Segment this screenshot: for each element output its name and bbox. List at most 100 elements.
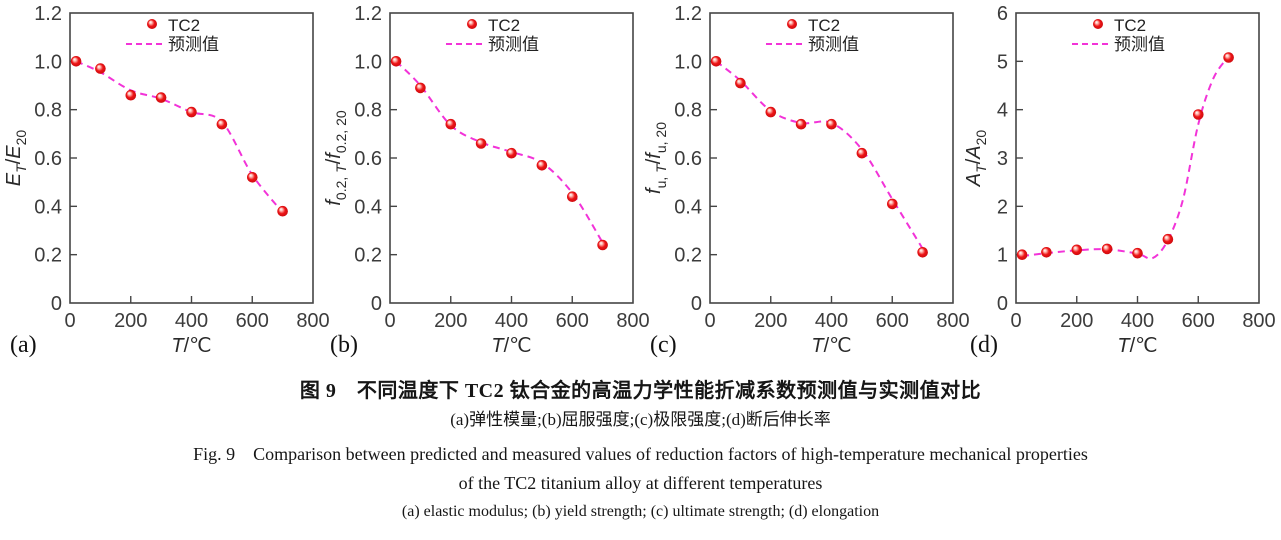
y-tick-labels: 0 0.2 0.4 0.6 0.8 1.0 1.2 [674,3,702,315]
svg-text:0.2: 0.2 [674,245,702,267]
x-tick-labels: 0 200 400 600 800 [1010,310,1275,332]
x-tick-labels: 0 200 400 600 800 [704,310,969,332]
svg-text:0: 0 [997,293,1008,315]
measured-points [710,56,928,258]
data-point [765,106,777,118]
figure-caption: 图 9 不同温度下 TC2 钛合金的高温力学性能折减系数预测值与实测值对比 (a… [0,378,1281,524]
data-point [597,239,608,251]
data-point [1016,249,1028,260]
data-point [155,92,167,103]
svg-text:0: 0 [704,310,715,332]
data-point [475,138,487,149]
svg-text:200: 200 [754,310,787,332]
measured-points [1016,52,1234,260]
svg-text:0: 0 [371,293,382,315]
x-axis-ticks [1076,296,1199,303]
svg-text:600: 600 [876,310,909,332]
data-point [826,118,837,130]
y-tick-labels: 0 1 2 3 4 5 6 [997,3,1008,315]
svg-text:1.2: 1.2 [34,3,62,25]
predicted-line [75,60,284,214]
svg-text:800: 800 [616,310,649,332]
panel-label: (c) [650,332,677,358]
y-tick-labels: 0 0.2 0.4 0.6 0.8 1.0 1.2 [354,3,382,315]
y-axis-label: AT/A20 [963,130,989,188]
svg-text:400: 400 [1121,310,1154,332]
svg-text:0.8: 0.8 [34,100,62,122]
legend-label-measured: TC2 [488,16,520,35]
y-tick-labels: 0 0.2 0.4 0.6 0.8 1.0 1.2 [34,3,62,315]
legend-dot-icon [1093,19,1103,29]
data-point [1193,109,1204,120]
svg-text:0: 0 [384,310,395,332]
svg-text:3: 3 [997,148,1008,170]
svg-text:800: 800 [936,310,969,332]
legend-dot-icon [467,19,477,29]
data-point [1071,244,1083,256]
data-point [70,56,82,67]
y-axis-label: fu, T/fu, 20 [643,122,669,194]
caption-cn-title: 图 9 不同温度下 TC2 钛合金的高温力学性能折减系数预测值与实测值对比 [299,380,982,402]
svg-text:1.2: 1.2 [674,3,702,25]
caption-en-line2: of the TC2 titanium alloy at different t… [458,473,823,493]
svg-text:600: 600 [236,310,269,332]
x-axis-label: T/℃ [171,335,211,357]
predicted-line [1021,55,1230,260]
data-point [735,77,746,89]
legend-label-predicted: 预测值 [168,35,219,54]
predicted-line [395,60,604,244]
svg-text:0.6: 0.6 [354,148,382,170]
data-point [1041,247,1052,258]
legend-label-measured: TC2 [168,16,200,35]
legend-dot-icon [787,19,797,29]
data-point [390,56,402,67]
legend-label-measured: TC2 [1114,16,1146,35]
chart-panel-b: 0 200 400 600 800 0 0.2 0.4 0.6 0.8 1.0 1.2 TC2 预测值 T/… [320,0,650,362]
x-axis-label: T/℃ [1117,335,1157,357]
legend-label-predicted: 预测值 [808,35,859,54]
data-point [795,118,807,130]
svg-text:600: 600 [556,310,589,332]
y-axis-ticks [710,60,717,256]
data-point [125,89,137,101]
svg-text:5: 5 [997,51,1008,73]
data-point [445,118,457,130]
x-axis-label: T/℃ [491,335,531,357]
y-axis-label: f0.2, T/f0.2, 20 [323,110,349,206]
x-axis-ticks [770,296,893,303]
data-point [506,147,517,159]
data-point [216,118,228,130]
caption-en-subtitle: (a) elastic modulus; (b) yield strength;… [401,503,880,520]
svg-text:200: 200 [1060,310,1093,332]
data-point [710,56,722,67]
legend-label-measured: TC2 [808,16,840,35]
x-tick-labels: 0 200 400 600 800 [64,310,329,332]
x-tick-labels: 0 200 400 600 800 [384,310,649,332]
svg-text:0.6: 0.6 [34,148,62,170]
svg-text:0.2: 0.2 [34,245,62,267]
svg-text:200: 200 [114,310,147,332]
svg-text:6: 6 [997,3,1008,25]
x-axis-ticks [450,296,573,303]
data-point [917,247,928,258]
legend-label-predicted: 预测值 [488,35,539,54]
measured-points [390,56,608,251]
measured-points [70,56,288,217]
svg-text:400: 400 [175,310,208,332]
data-point [415,82,426,94]
svg-text:0.4: 0.4 [34,196,62,218]
plot-frame [1015,12,1260,304]
svg-text:800: 800 [1242,310,1275,332]
plot-frame [69,12,314,304]
plot-frame [709,12,954,304]
data-point [247,172,258,183]
chart-panel-c: 0 200 400 600 800 0 0.2 0.4 0.6 0.8 1.0 1.2 TC2 预测值 T/… [640,0,970,362]
legend-label-predicted: 预测值 [1114,35,1165,54]
